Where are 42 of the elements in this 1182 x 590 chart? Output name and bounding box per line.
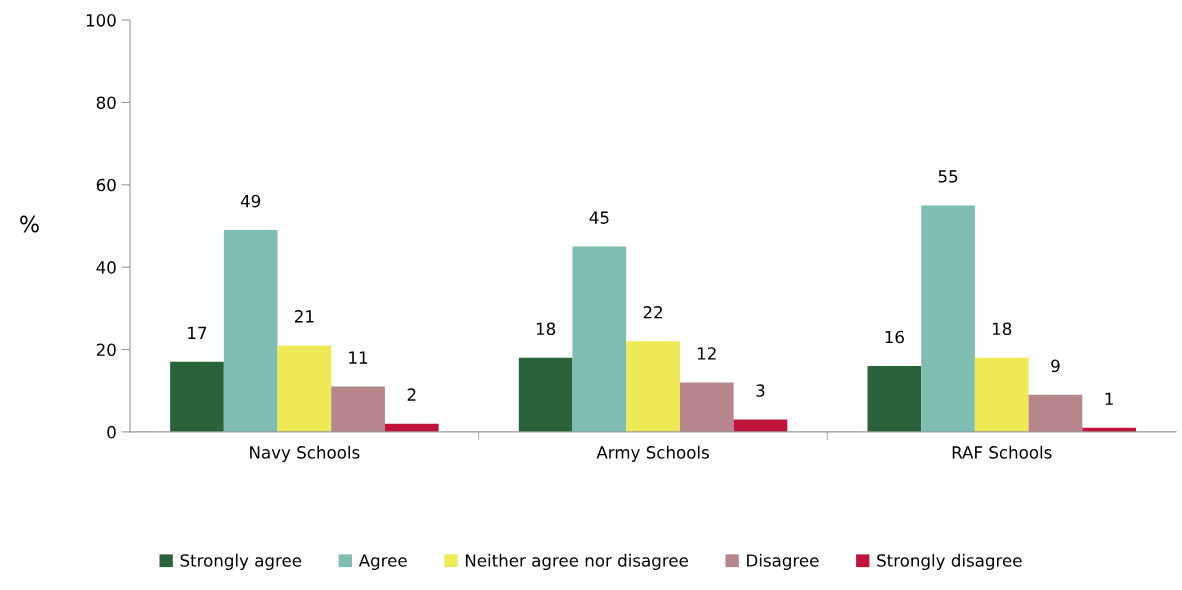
legend-label: Disagree (747, 553, 819, 570)
y-axis-title: % (20, 215, 39, 233)
y-tick-label: 40 (96, 261, 116, 274)
bar (223, 230, 278, 432)
y-tick-label: 60 (96, 178, 116, 192)
data-label: 16 (885, 330, 904, 344)
legend-label: Strongly disagree (877, 553, 1022, 570)
data-label: 11 (349, 351, 368, 364)
data-label: 55 (938, 170, 958, 183)
y-tick-label: 100 (86, 14, 116, 27)
data-label: 12 (697, 347, 716, 360)
bar (277, 345, 332, 432)
data-label: 18 (992, 322, 1012, 336)
data-label: 1 (1105, 392, 1113, 405)
data-label: 2 (407, 388, 416, 401)
data-label: 49 (240, 194, 261, 208)
bar (867, 365, 922, 432)
data-label: 21 (294, 310, 314, 323)
bar (572, 246, 627, 432)
legend-label: Neither agree nor disagree (465, 553, 688, 570)
data-label: 45 (589, 211, 609, 224)
x-tick-label: Navy Schools (250, 445, 360, 462)
bar (331, 386, 385, 432)
bar (518, 357, 573, 432)
data-label: 17 (188, 326, 207, 339)
y-tick-label: 20 (96, 343, 116, 357)
x-tick-label: RAF Schools (952, 445, 1052, 459)
bar (1028, 394, 1083, 432)
data-label: 18 (536, 322, 556, 336)
legend-label: Strongly agree (180, 553, 302, 570)
bar (170, 361, 224, 432)
x-tick-label: Army Schools (596, 445, 709, 462)
legend-label: Agree (358, 554, 407, 570)
bar (974, 357, 1029, 432)
bar (626, 341, 680, 432)
bar (921, 205, 975, 432)
data-label: 9 (1051, 359, 1060, 373)
data-label: 22 (643, 306, 662, 319)
y-tick-label: 80 (96, 96, 116, 109)
bar (679, 382, 734, 432)
y-tick-label: 0 (107, 425, 116, 439)
data-label: 3 (756, 384, 765, 397)
